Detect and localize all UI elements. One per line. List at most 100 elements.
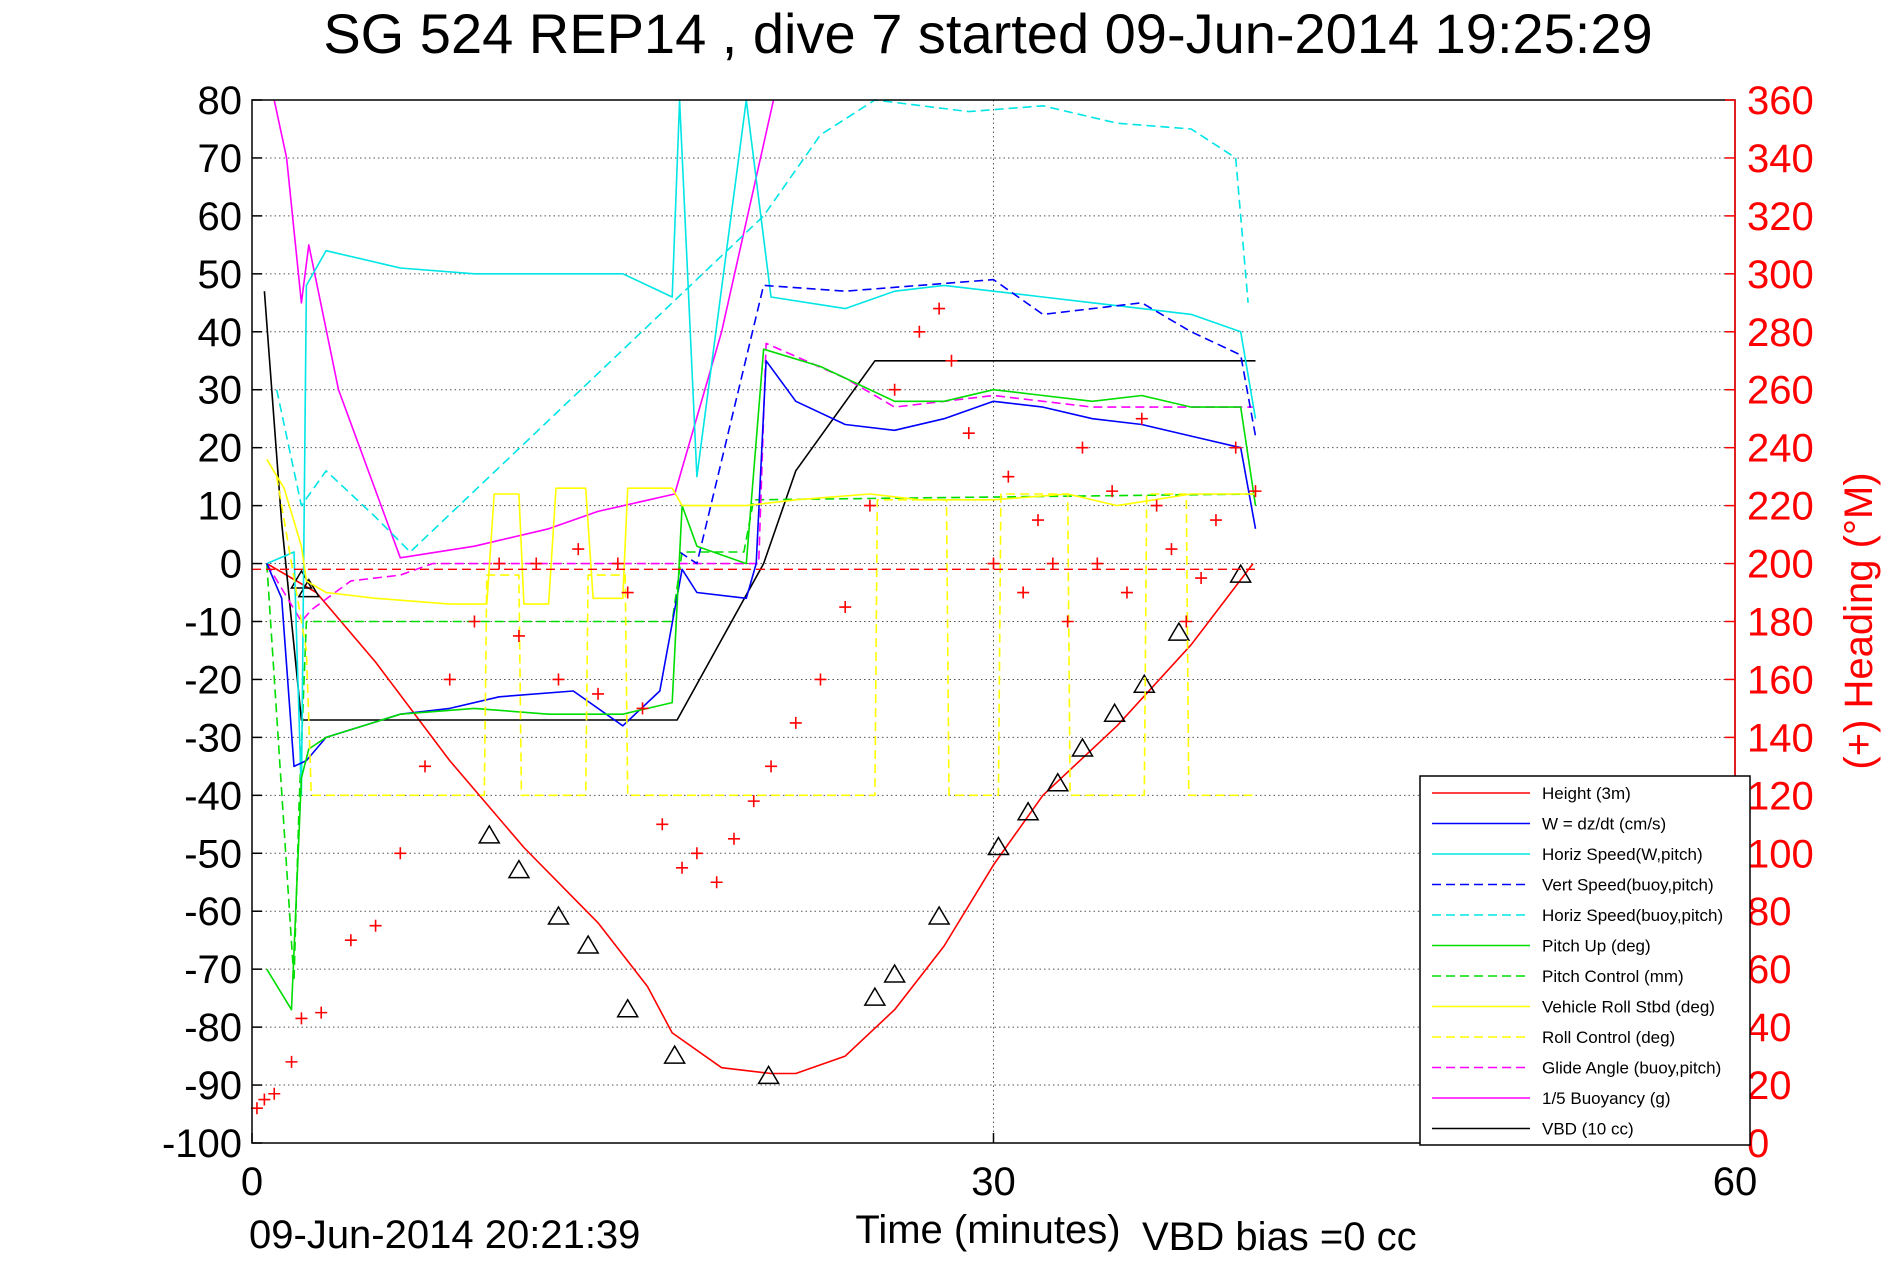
series-roll-control-deg: [275, 476, 1256, 797]
heading-point: [1120, 586, 1133, 599]
heading-point: [369, 919, 382, 932]
heading-point: [1002, 470, 1015, 483]
heading-point: [814, 673, 827, 686]
footer-vbd-bias: VBD bias =0 cc: [1142, 1215, 1417, 1259]
tick-label-left: 0: [220, 543, 242, 587]
heading-point: [839, 601, 852, 614]
heading-point: [676, 861, 689, 874]
x-axis-label: Time (minutes): [855, 1208, 1120, 1252]
legend-entry: Pitch Up (deg): [1542, 937, 1651, 956]
tick-label-left: -20: [184, 658, 242, 702]
tick-label-left: -30: [184, 716, 242, 760]
height-marker: [1046, 772, 1070, 792]
heading-point: [512, 629, 525, 642]
legend-entry: Horiz Speed(buoy,pitch): [1542, 906, 1723, 925]
height-marker: [987, 836, 1010, 856]
tick-label-left: -90: [184, 1064, 242, 1108]
heading-point: [1135, 412, 1148, 425]
series-vert-speed-buoy-pitch: [679, 278, 1257, 565]
heading-point: [611, 557, 624, 570]
tick-label-left: -50: [184, 832, 242, 876]
heading-point: [945, 354, 958, 367]
tick-label-x: 30: [971, 1160, 1016, 1204]
right-axis-label: (+) Heading (°M): [1837, 472, 1881, 769]
tick-label-right: 0: [1747, 1122, 1769, 1166]
heading-point: [1150, 499, 1163, 512]
tick-label-right: 20: [1747, 1064, 1792, 1108]
tick-label-right: 60: [1747, 948, 1792, 992]
legend-entry: Pitch Control (mm): [1542, 967, 1684, 986]
tick-label-right: 340: [1747, 137, 1814, 181]
legend-entry: Horiz Speed(W,pitch): [1542, 845, 1703, 864]
heading-point: [443, 673, 456, 686]
legend-entry: 1/5 Buoyancy (g): [1542, 1089, 1671, 1108]
series-1-5-buoyancy-g: [273, 99, 775, 559]
heading-point: [285, 1055, 298, 1068]
heading-point: [933, 302, 946, 315]
heading-point: [765, 760, 778, 773]
tick-label-x: 60: [1713, 1160, 1758, 1204]
legend-entry: Height (3m): [1542, 784, 1631, 803]
heading-point: [344, 934, 357, 947]
heading-point: [1229, 441, 1242, 454]
tick-label-left: -80: [184, 1006, 242, 1050]
tick-label-right: 360: [1747, 79, 1814, 123]
tick-label-right: 120: [1747, 774, 1814, 818]
heading-point: [710, 876, 723, 889]
series-horiz-speed-w-pitch: [266, 99, 1257, 797]
heading-point: [493, 557, 506, 570]
heading-point: [552, 673, 565, 686]
tick-label-left: -40: [184, 774, 242, 818]
heading-point: [295, 1012, 308, 1025]
height-marker: [757, 1064, 780, 1085]
height-marker: [927, 905, 951, 925]
legend-entry: Vert Speed(buoy,pitch): [1542, 876, 1714, 895]
tick-label-right: 100: [1747, 832, 1814, 876]
heading-point: [1106, 485, 1119, 498]
tick-label-left: -100: [162, 1122, 242, 1166]
heading-point: [1091, 557, 1104, 570]
height-marker: [883, 963, 906, 983]
heading-point: [727, 832, 740, 845]
tick-label-left: 50: [198, 253, 243, 297]
tick-label-right: 240: [1747, 427, 1814, 471]
tick-label-left: 40: [198, 311, 243, 355]
heading-point: [1076, 441, 1089, 454]
heading-point: [888, 383, 901, 396]
heading-point: [1046, 557, 1059, 570]
tick-label-left: -10: [184, 601, 242, 645]
tick-label-x: 0: [241, 1160, 263, 1204]
heading-point: [621, 586, 634, 599]
tick-label-right: 280: [1747, 311, 1814, 355]
heading-point: [1031, 514, 1044, 527]
chart-title: SG 524 REP14 , dive 7 started 09-Jun-201…: [323, 2, 1652, 65]
tick-label-right: 180: [1747, 601, 1814, 645]
height-marker: [576, 934, 600, 954]
series-vbd-10-cc: [263, 291, 1256, 721]
tick-label-right: 300: [1747, 253, 1814, 297]
footer-timestamp: 09-Jun-2014 20:21:39: [249, 1213, 640, 1257]
height-marker: [1167, 621, 1191, 641]
heading-point: [962, 427, 975, 440]
series-vehicle-roll-stbd-deg: [266, 458, 1256, 605]
height-marker: [1132, 673, 1156, 693]
series-horiz-speed-buoy-pitch: [275, 99, 1249, 553]
heading-point: [1180, 615, 1193, 628]
height-marker: [1071, 737, 1094, 757]
heading-point: [1061, 615, 1074, 628]
tick-label-left: 20: [198, 427, 243, 471]
grid: [252, 100, 1735, 1143]
tick-label-left: 30: [198, 369, 243, 413]
tick-label-right: 40: [1747, 1006, 1792, 1050]
heading-point: [250, 1102, 263, 1115]
legend: Height (3m) W = dz/dt (cm/s) Horiz Speed(W…: [1419, 775, 1751, 1146]
height-marker: [663, 1044, 686, 1064]
heading-point: [268, 1087, 281, 1100]
heading-point: [530, 557, 543, 570]
legend-entry: Roll Control (deg): [1542, 1028, 1675, 1047]
legend-entry: W = dz/dt (cm/s): [1542, 815, 1666, 834]
tick-label-right: 320: [1747, 195, 1814, 239]
height-marker: [863, 986, 887, 1006]
series-height-3m: [266, 562, 1254, 1075]
legend-entry: Vehicle Roll Stbd (deg): [1542, 998, 1715, 1017]
